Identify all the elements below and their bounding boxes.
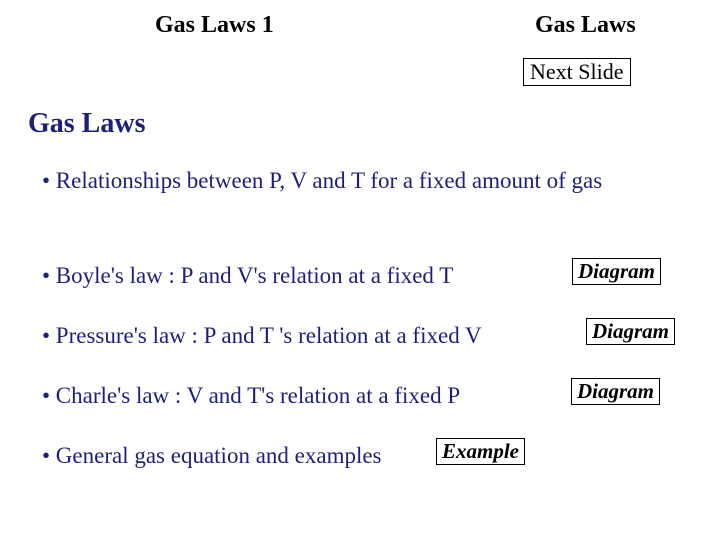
- bullet-general-equation: • General gas equation and examples: [42, 440, 682, 471]
- bullet-intro: • Relationships between P, V and T for a…: [42, 165, 682, 196]
- diagram-button-charle[interactable]: Diagram: [571, 378, 660, 405]
- diagram-button-boyle[interactable]: Diagram: [572, 258, 661, 285]
- slide-title-right: Gas Laws: [535, 12, 636, 39]
- section-heading: Gas Laws: [28, 108, 145, 140]
- next-slide-button[interactable]: Next Slide: [523, 58, 631, 86]
- slide-title-left: Gas Laws 1: [155, 12, 274, 39]
- example-button[interactable]: Example: [436, 438, 525, 465]
- diagram-button-pressure[interactable]: Diagram: [586, 318, 675, 345]
